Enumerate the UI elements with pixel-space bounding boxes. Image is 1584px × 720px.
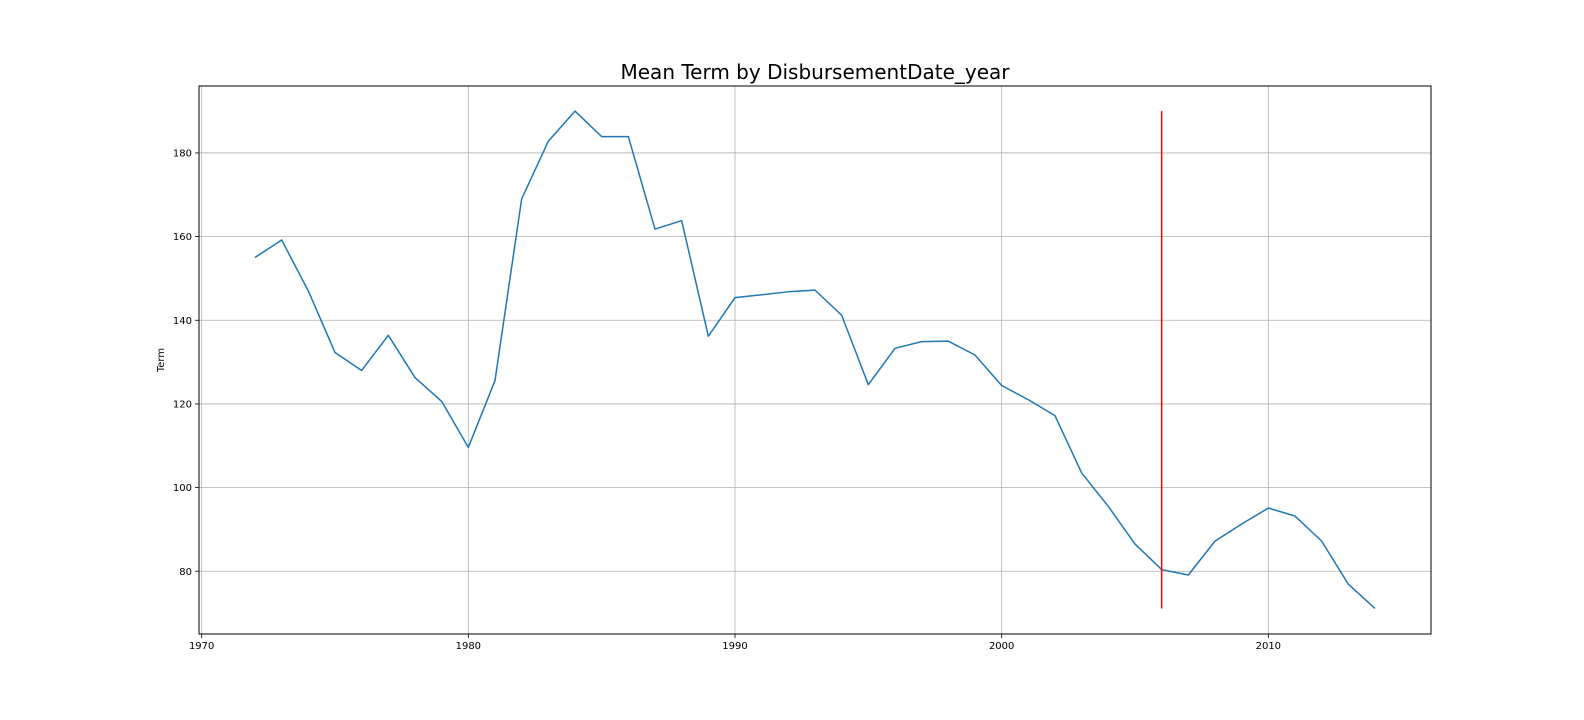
chart-title: Mean Term by DisbursementDate_year: [621, 60, 1011, 84]
grid-layer: [199, 86, 1431, 634]
x-tick-label: 1970: [189, 641, 214, 652]
series-layer: [254, 110, 1376, 610]
x-tick-label: 2000: [989, 641, 1014, 652]
y-axis-label: Term: [156, 348, 167, 373]
y-tick-label: 100: [173, 483, 192, 494]
x-tick-label: 2010: [1256, 641, 1281, 652]
y-tick-label: 80: [179, 567, 192, 578]
y-tick-label: 140: [173, 316, 192, 327]
y-tick-label: 120: [173, 399, 192, 410]
tick-layer: 1970 1980 1990 2000 2010 80 100 120 140 160 180: [173, 148, 1281, 652]
y-tick-label: 180: [173, 148, 192, 159]
series-line: [254, 110, 1376, 610]
x-tick-label: 1980: [456, 641, 481, 652]
x-tick-label: 1990: [722, 641, 747, 652]
y-tick-label: 160: [173, 232, 192, 243]
plot-frame: [198, 85, 1432, 635]
